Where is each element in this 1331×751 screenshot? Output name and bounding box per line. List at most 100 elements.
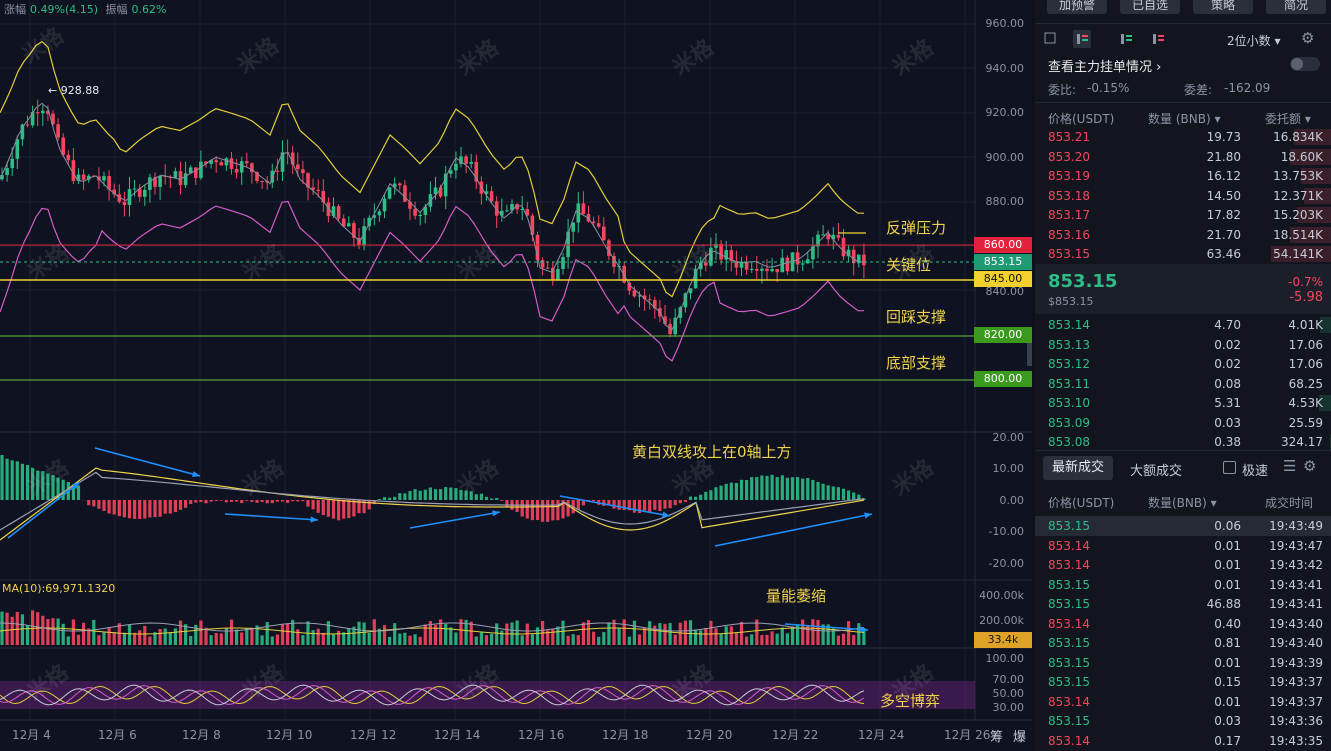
main-orders-link[interactable]: 查看主力挂单情况 › xyxy=(1048,60,1162,75)
trade-row[interactable]: 853.15 0.15 19:43:37 xyxy=(1035,672,1331,692)
candle-body xyxy=(280,152,285,172)
filter-icon[interactable]: ☰ xyxy=(1283,457,1297,475)
bid-row[interactable]: 853.14 4.70 4.01K xyxy=(1035,315,1331,335)
macd-bar xyxy=(826,485,830,500)
macd-bar xyxy=(15,461,19,500)
candle-body xyxy=(561,257,565,270)
trade-row[interactable]: 853.14 0.17 19:43:35 xyxy=(1035,731,1331,751)
candle-body xyxy=(663,316,667,324)
macd-bar xyxy=(688,496,693,500)
add-alert-button[interactable]: 加预警 xyxy=(1047,0,1107,14)
bid-row[interactable]: 853.10 5.31 4.53K xyxy=(1035,393,1331,413)
panel-collapse-handle xyxy=(1027,330,1032,366)
candle-body xyxy=(704,262,708,266)
trade-row[interactable]: 853.15 0.01 19:43:41 xyxy=(1035,575,1331,595)
chip-icon[interactable]: 筹 xyxy=(990,730,1004,745)
trade-row[interactable]: 853.15 0.01 19:43:39 xyxy=(1035,653,1331,673)
trade-row[interactable]: 853.15 0.81 19:43:40 xyxy=(1035,633,1331,653)
candle-body xyxy=(454,163,458,171)
macd-bar xyxy=(648,500,652,513)
bid-row[interactable]: 853.13 0.02 17.06 xyxy=(1035,335,1331,355)
precision-select[interactable]: 2位小数 ▾ xyxy=(1227,34,1281,48)
trade-row[interactable]: 853.14 0.01 19:43:42 xyxy=(1035,555,1331,575)
trade-row[interactable]: 853.14 0.01 19:43:47 xyxy=(1035,536,1331,556)
ask-row[interactable]: 853.18 14.50 12.371K xyxy=(1035,186,1331,206)
chart-canvas[interactable] xyxy=(0,0,1032,751)
orderbook-view-icons[interactable] xyxy=(1043,30,1173,48)
macd-bar xyxy=(306,500,310,507)
volume-bar xyxy=(765,634,769,645)
macd-bar xyxy=(372,500,376,505)
volume-bar xyxy=(831,628,835,645)
volume-bar xyxy=(311,630,315,645)
strategy-button[interactable]: 策略 xyxy=(1193,0,1253,14)
bid-row[interactable]: 853.09 0.03 25.59 xyxy=(1035,413,1331,433)
price-cell: 853.16 xyxy=(1048,227,1090,242)
macd-bar xyxy=(240,500,244,504)
candle-body xyxy=(806,259,810,264)
candle-body xyxy=(714,243,718,248)
overview-button[interactable]: 简况 xyxy=(1266,0,1326,14)
candle-body xyxy=(224,158,229,166)
candle-body xyxy=(362,226,366,246)
volume-bar xyxy=(704,627,708,645)
volume-bar xyxy=(122,632,126,645)
macd-bar xyxy=(745,480,749,500)
macd-bar xyxy=(184,500,188,508)
ask-row[interactable]: 853.15 63.46 54.141K xyxy=(1035,244,1331,264)
bid-row[interactable]: 853.12 0.02 17.06 xyxy=(1035,354,1331,374)
tab-latest-trades[interactable]: 最新成交 xyxy=(1043,456,1113,480)
qty-cell: 0.01 xyxy=(1214,694,1241,709)
macd-bar xyxy=(541,500,545,522)
macd-bar xyxy=(367,500,371,510)
liquidation-icon[interactable]: 爆 xyxy=(1013,730,1027,745)
rapid-checkbox[interactable] xyxy=(1223,461,1236,474)
macd-bar xyxy=(612,500,616,509)
volume-bar xyxy=(219,633,223,645)
ask-row[interactable]: 853.17 17.82 15.203K xyxy=(1035,205,1331,225)
tab-large-trades[interactable]: 大额成交 xyxy=(1130,464,1183,479)
candle-body xyxy=(800,263,805,265)
main-orders-toggle[interactable] xyxy=(1290,57,1320,71)
price-cell: 853.13 xyxy=(1048,337,1090,352)
qty-cell: 17.82 xyxy=(1206,208,1241,222)
macd-bar xyxy=(337,500,341,521)
kline-chart[interactable]: 涨幅 0.49%(4.15) 振幅 0.62% ← 928.88 MA(10):69… xyxy=(0,0,1032,751)
qty-cell: 46.88 xyxy=(1206,597,1241,611)
trade-row[interactable]: 853.14 0.01 19:43:37 xyxy=(1035,692,1331,712)
price-cell: 853.08 xyxy=(1048,435,1090,449)
bid-row[interactable]: 853.11 0.08 68.25 xyxy=(1035,374,1331,394)
volume-bar xyxy=(153,632,157,645)
candle-body xyxy=(290,152,295,165)
candle-body xyxy=(484,191,489,194)
ask-row[interactable]: 853.16 21.70 18.514K xyxy=(1035,225,1331,245)
trades-header-qty[interactable]: 数量(BNB) ▾ xyxy=(1148,496,1217,510)
trade-row[interactable]: 853.15 46.88 19:43:41 xyxy=(1035,594,1331,614)
price-cell: 853.15 xyxy=(1048,636,1090,650)
macd-bar xyxy=(173,500,177,513)
trade-row[interactable]: 853.15 0.06 19:43:49 xyxy=(1035,516,1331,536)
trades-settings-icon[interactable]: ⚙ xyxy=(1303,457,1317,475)
macd-bar xyxy=(92,500,96,507)
volume-bar xyxy=(15,611,19,645)
ask-row[interactable]: 853.19 16.12 13.753K xyxy=(1035,166,1331,186)
volume-bar xyxy=(750,634,754,645)
ask-row[interactable]: 853.20 21.80 18.60K xyxy=(1035,147,1331,167)
qty-cell: 63.46 xyxy=(1206,247,1241,261)
trade-row[interactable]: 853.15 0.03 19:43:36 xyxy=(1035,711,1331,731)
watchlist-button[interactable]: 已自选 xyxy=(1120,0,1180,14)
bid-row[interactable]: 853.08 0.38 324.17 xyxy=(1035,432,1331,452)
candle-body xyxy=(821,234,825,236)
settings-icon[interactable]: ⚙ xyxy=(1301,29,1315,47)
volume-bar xyxy=(178,620,183,645)
price-cell: 853.15 xyxy=(1048,655,1090,670)
volume-bar xyxy=(836,635,840,645)
ask-row[interactable]: 853.21 19.73 16.834K xyxy=(1035,127,1331,147)
axis-tick-label: 50.00 xyxy=(992,687,1025,700)
header-total[interactable]: 委托额 ▾ xyxy=(1265,112,1311,126)
trade-row[interactable]: 853.14 0.40 19:43:40 xyxy=(1035,614,1331,634)
total-cell: 18.60K xyxy=(1280,149,1323,164)
header-quantity[interactable]: 数量 (BNB) ▾ xyxy=(1148,112,1221,126)
volume-bar xyxy=(459,619,463,645)
date-tick-label: 12月 12 xyxy=(350,728,397,742)
